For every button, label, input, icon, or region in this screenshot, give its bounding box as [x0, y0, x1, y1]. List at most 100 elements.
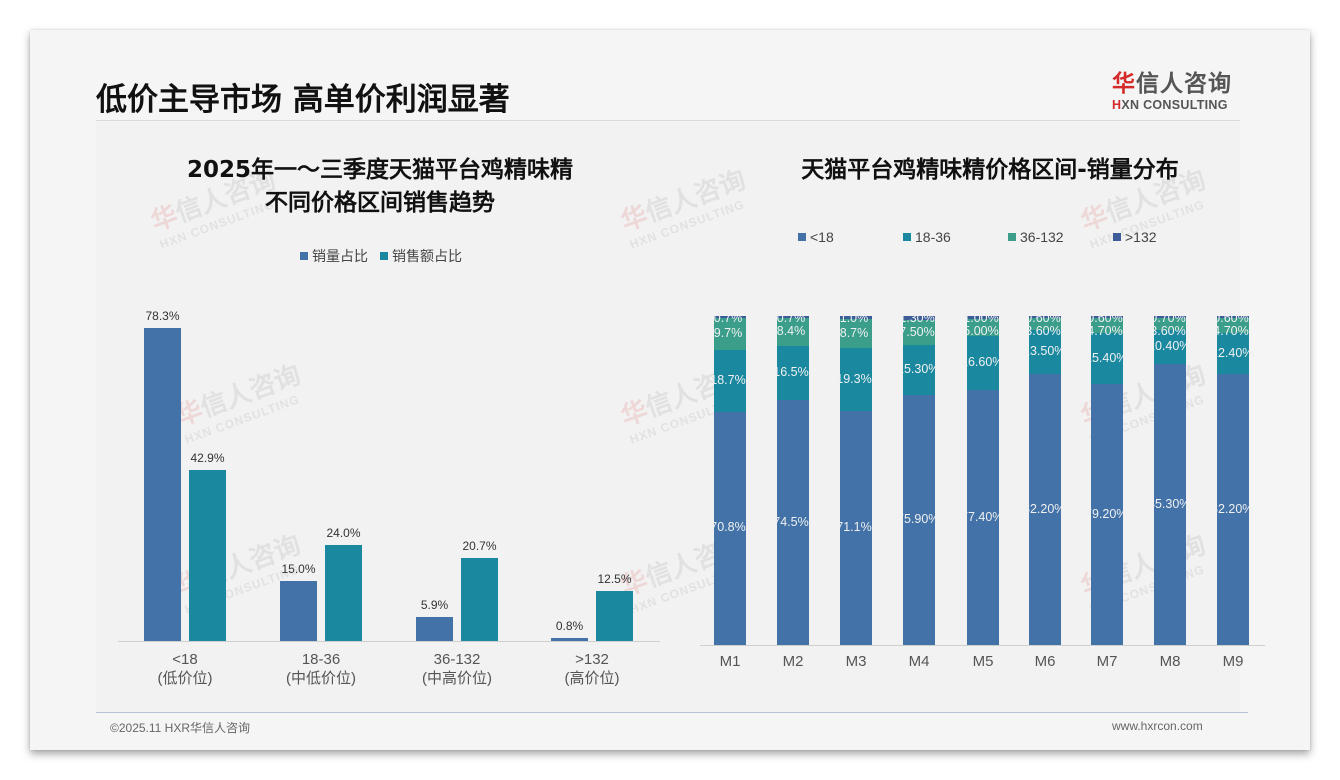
segment-value-label: 8.7% [839, 325, 869, 340]
segment-value-label: 3.60% [1025, 324, 1061, 338]
stacked-bar: 85.30% 10.40% 3.60% 0.70% [1148, 311, 1190, 645]
stack-segment [1029, 317, 1061, 330]
month-label: M9 [1222, 653, 1244, 670]
segment-value-label: 71.1% [836, 520, 872, 535]
left-chart-title-line1: 2025年一～三季度天猫平台鸡精味精 [186, 157, 573, 183]
segment-value-label: 18.7% [710, 373, 746, 388]
segment-value-label: 7.50% [899, 324, 935, 339]
stack-segment [777, 345, 809, 401]
segment-value-label: 75.90% [897, 512, 940, 527]
legend-label: 18-36 [915, 229, 951, 245]
month-label: M8 [1159, 653, 1181, 670]
stack-segment [1154, 330, 1186, 365]
stack-segment [903, 344, 935, 396]
stack-segment [903, 320, 935, 345]
month-label: M6 [1034, 653, 1056, 670]
bar-volume [280, 581, 317, 641]
bar-value-label: 5.9% [420, 598, 449, 613]
segment-value-label: 1.00% [963, 311, 999, 325]
category-sublabel: (中低价位) [286, 670, 356, 687]
logo-en-red: H [1112, 98, 1122, 112]
stack-segment [840, 411, 872, 645]
segment-value-label: 85.30% [1148, 496, 1191, 511]
segment-value-label: 12.40% [1211, 345, 1254, 360]
segment-value-label: 10.40% [1148, 339, 1191, 354]
category-label: >132 (高价位) [532, 650, 652, 688]
stack-segment [1029, 374, 1061, 645]
logo-english: HXN CONSULTING [1112, 98, 1242, 112]
stack-segment [714, 411, 746, 645]
stack-segment [1029, 329, 1061, 375]
segment-value-label: 82.20% [1023, 501, 1066, 516]
legend-label: 36-132 [1020, 229, 1064, 245]
stack-segment [840, 316, 872, 320]
category-label: 36-132 (中高价位) [397, 650, 517, 688]
legend-label: 销售额占比 [392, 248, 462, 264]
stack-segment [1154, 364, 1186, 645]
stack-segment [1217, 317, 1249, 334]
segment-value-label: 13.50% [1023, 344, 1066, 359]
legend-swatch-icon [1008, 233, 1016, 241]
stack-segment [903, 316, 935, 321]
stack-segment [777, 318, 809, 346]
slide: 低价主导市场 高单价利润显著 华信人咨询 HXN CONSULTING 华信人咨… [30, 30, 1310, 750]
legend-item: <18 [798, 229, 903, 245]
legend-item: 36-132 [1008, 229, 1113, 245]
stack-segment [1091, 333, 1123, 385]
segment-value-label: 9.7% [713, 326, 743, 341]
stacked-bar: 70.8% 18.7% 9.7% 0.7% [710, 311, 746, 645]
bar-revenue [461, 558, 498, 641]
stack-segment [840, 347, 872, 412]
stack-segment [1091, 316, 1123, 318]
month-label: M7 [1096, 653, 1118, 670]
stack-segment [1091, 317, 1123, 334]
stack-segment [777, 400, 809, 645]
segment-value-label: 82.20% [1211, 501, 1254, 516]
legend-swatch-icon [798, 233, 806, 241]
segment-value-label: 15.30% [897, 362, 940, 377]
legend-swatch-icon [1113, 233, 1121, 241]
segment-value-label: 5.00% [963, 324, 999, 338]
segment-value-label: 0.7% [713, 311, 743, 325]
segment-value-label: 79.20% [1085, 506, 1128, 521]
segment-value-label: 1.30% [899, 311, 935, 325]
bar-volume [144, 328, 181, 641]
stack-segment [777, 316, 809, 319]
bar-revenue [189, 469, 226, 641]
legend-swatch-icon [903, 233, 911, 241]
legend-item: 18-36 [903, 229, 1008, 245]
stack-segment [1029, 316, 1061, 318]
stacked-bar: 79.20% 15.40% 4.70% 0.60% [1085, 311, 1127, 645]
segment-value-label: 8.4% [776, 324, 806, 339]
month-label: M4 [908, 653, 930, 670]
stacked-bar: 74.5% 16.5% 8.4% 0.7% [773, 311, 809, 645]
segment-value-label: 77.40% [961, 509, 1004, 524]
segment-value-label: 4.70% [1087, 324, 1123, 338]
x-axis-line [118, 641, 660, 642]
category-sublabel: (中高价位) [422, 670, 492, 687]
logo-chinese: 华信人咨询 [1112, 64, 1242, 98]
logo-cn-text: 信人咨询 [1136, 71, 1232, 97]
left-chart-title-line2: 不同价格区间销售趋势 [265, 190, 495, 216]
legend-item: 销售额占比 [380, 246, 462, 266]
segment-value-label: 70.8% [710, 520, 746, 535]
stacked-bar: 77.40% 16.60% 5.00% 1.00% [961, 311, 1003, 645]
category-sublabel: (低价位) [157, 670, 213, 687]
stack-segment [840, 319, 872, 348]
stack-segment [714, 318, 746, 351]
category-label: <18 (低价位) [125, 650, 245, 688]
category-range: 36-132 [433, 651, 481, 668]
stacked-bar: 75.90% 15.30% 7.50% 1.30% [897, 311, 939, 645]
segment-value-label: 1.0% [839, 311, 869, 325]
month-label: M5 [972, 653, 994, 670]
category-label: 18-36 (中低价位) [261, 650, 381, 688]
bar-value-label: 20.7% [462, 539, 497, 554]
footer-divider [96, 712, 1248, 713]
stack-segment [1091, 384, 1123, 645]
stack-segment [967, 335, 999, 391]
stack-segment [1217, 316, 1249, 318]
segment-value-label: 0.60% [1025, 311, 1061, 325]
segment-value-label: 16.60% [961, 355, 1004, 370]
bar-value-label: 12.5% [597, 572, 632, 587]
legend-item: >132 [1113, 229, 1173, 245]
